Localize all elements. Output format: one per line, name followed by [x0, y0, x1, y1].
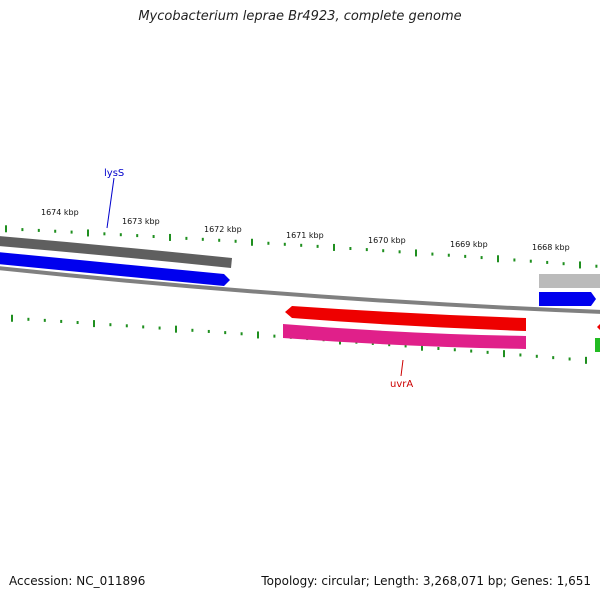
- minor-tick: [470, 349, 473, 353]
- major-tick: [87, 229, 89, 237]
- major-tick: [421, 343, 423, 351]
- minor-tick: [37, 228, 40, 232]
- forward-cds-bar-lysS: [0, 252, 230, 286]
- green-feature-bar-right: [595, 338, 600, 352]
- minor-tick: [404, 344, 407, 348]
- minor-tick: [201, 237, 204, 241]
- minor-tick: [568, 357, 571, 361]
- reverse-cds-bar-right: [597, 324, 600, 330]
- minor-tick: [398, 250, 401, 254]
- minor-tick: [300, 243, 303, 247]
- minor-tick: [595, 264, 598, 268]
- lysS-label-line: [106, 177, 115, 229]
- reverse-cds-bar-uvrA: [285, 306, 526, 331]
- accession-text: Accession: NC_011896: [9, 574, 146, 588]
- genome-backbone: [0, 266, 600, 314]
- minor-tick: [70, 230, 73, 234]
- minor-tick: [480, 256, 483, 260]
- kbp-label: 1674 kbp: [41, 208, 79, 217]
- minor-tick: [224, 331, 227, 335]
- minor-tick: [273, 334, 276, 338]
- minor-tick: [437, 346, 440, 350]
- minor-tick: [21, 228, 24, 232]
- major-tick: [251, 238, 253, 246]
- minor-tick: [365, 248, 368, 252]
- minor-tick: [103, 232, 106, 236]
- forward-feature-bar-right: [539, 274, 600, 288]
- minor-tick: [388, 343, 391, 347]
- map-title: Mycobacterium leprae Br4923, complete ge…: [138, 9, 462, 24]
- gene-label-uvrA: uvrA: [390, 379, 413, 390]
- major-tick: [5, 225, 7, 233]
- kbp-label: 1669 kbp: [450, 240, 488, 249]
- minor-tick: [158, 326, 161, 330]
- major-tick: [93, 320, 95, 328]
- major-tick: [585, 356, 587, 364]
- minor-tick: [27, 317, 30, 321]
- major-tick: [169, 233, 171, 241]
- minor-tick: [142, 325, 145, 329]
- reverse-feature-bar: [283, 324, 526, 349]
- minor-tick: [136, 234, 139, 238]
- uvrA-label-line: [400, 359, 404, 377]
- kbp-label: 1673 kbp: [122, 217, 160, 226]
- major-tick: [497, 255, 499, 263]
- minor-tick: [486, 350, 489, 354]
- minor-tick: [109, 323, 112, 327]
- major-tick: [11, 314, 13, 322]
- minor-tick: [119, 233, 122, 237]
- major-tick: [333, 243, 335, 251]
- minor-tick: [125, 324, 128, 328]
- kbp-label: 1671 kbp: [286, 231, 324, 240]
- minor-tick: [185, 236, 188, 240]
- major-tick: [257, 331, 259, 339]
- minor-tick: [283, 242, 286, 246]
- minor-tick: [267, 241, 270, 245]
- minor-tick: [562, 262, 565, 266]
- minor-tick: [191, 328, 194, 332]
- minor-tick: [349, 247, 352, 251]
- kbp-label: 1668 kbp: [532, 243, 570, 252]
- minor-tick: [43, 318, 46, 322]
- minor-tick: [513, 258, 516, 262]
- minor-tick: [207, 329, 210, 333]
- minor-tick: [552, 356, 555, 360]
- minor-tick: [535, 354, 538, 358]
- upper-tick-row: [5, 225, 598, 269]
- minor-tick: [431, 252, 434, 256]
- genome-summary-text: Topology: circular; Length: 3,268,071 bp…: [261, 574, 591, 588]
- major-tick: [415, 249, 417, 257]
- minor-tick: [382, 249, 385, 253]
- minor-tick: [464, 254, 467, 258]
- forward-feature-bar: [0, 236, 232, 268]
- minor-tick: [54, 229, 57, 233]
- gene-label-lysS: lysS: [104, 168, 124, 179]
- minor-tick: [240, 332, 243, 336]
- minor-tick: [218, 238, 221, 242]
- minor-tick: [453, 348, 456, 352]
- minor-tick: [529, 259, 532, 263]
- kbp-label: 1672 kbp: [204, 225, 242, 234]
- minor-tick: [447, 253, 450, 257]
- major-tick: [579, 261, 581, 269]
- minor-tick: [76, 321, 79, 325]
- minor-tick: [519, 353, 522, 357]
- major-tick: [503, 350, 505, 358]
- minor-tick: [234, 239, 237, 243]
- forward-cds-bar-right: [539, 292, 596, 306]
- minor-tick: [316, 244, 319, 248]
- minor-tick: [546, 260, 549, 264]
- major-tick: [175, 325, 177, 333]
- kbp-label: 1670 kbp: [368, 236, 406, 245]
- minor-tick: [152, 235, 155, 239]
- minor-tick: [60, 319, 63, 323]
